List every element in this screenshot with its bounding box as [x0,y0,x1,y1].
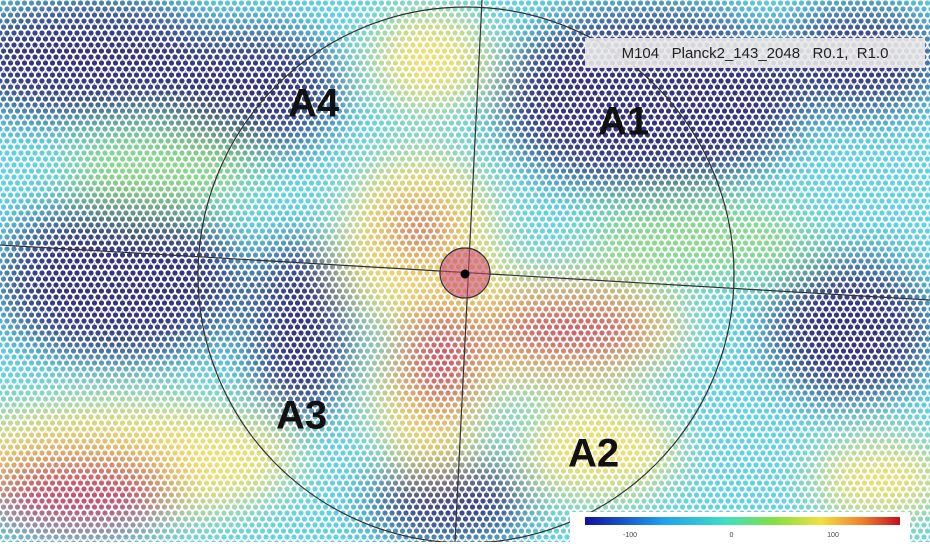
region-label: A3 [276,394,327,438]
region-label: A1 [598,100,649,144]
colorbar-tick-label: 100 [827,532,839,539]
region-label: A4 [288,82,340,126]
colorbar: -100 0 100 [570,512,910,542]
region-label: A2 [568,432,619,476]
page: M104 Planck2_143_2048 R0.1, R1.0 A1 A2 A… [0,0,930,542]
colorbar-tick-label: 0 [730,532,734,539]
sky-map: M104 Planck2_143_2048 R0.1, R1.0 A1 A2 A… [0,0,930,542]
colorbar-gradient [585,517,900,525]
header-title: M104 Planck2_143_2048 R0.1, R1.0 [622,45,889,62]
colorbar-box [570,512,910,542]
center-dot [461,270,470,279]
colorbar-tick-label: -100 [623,532,637,539]
